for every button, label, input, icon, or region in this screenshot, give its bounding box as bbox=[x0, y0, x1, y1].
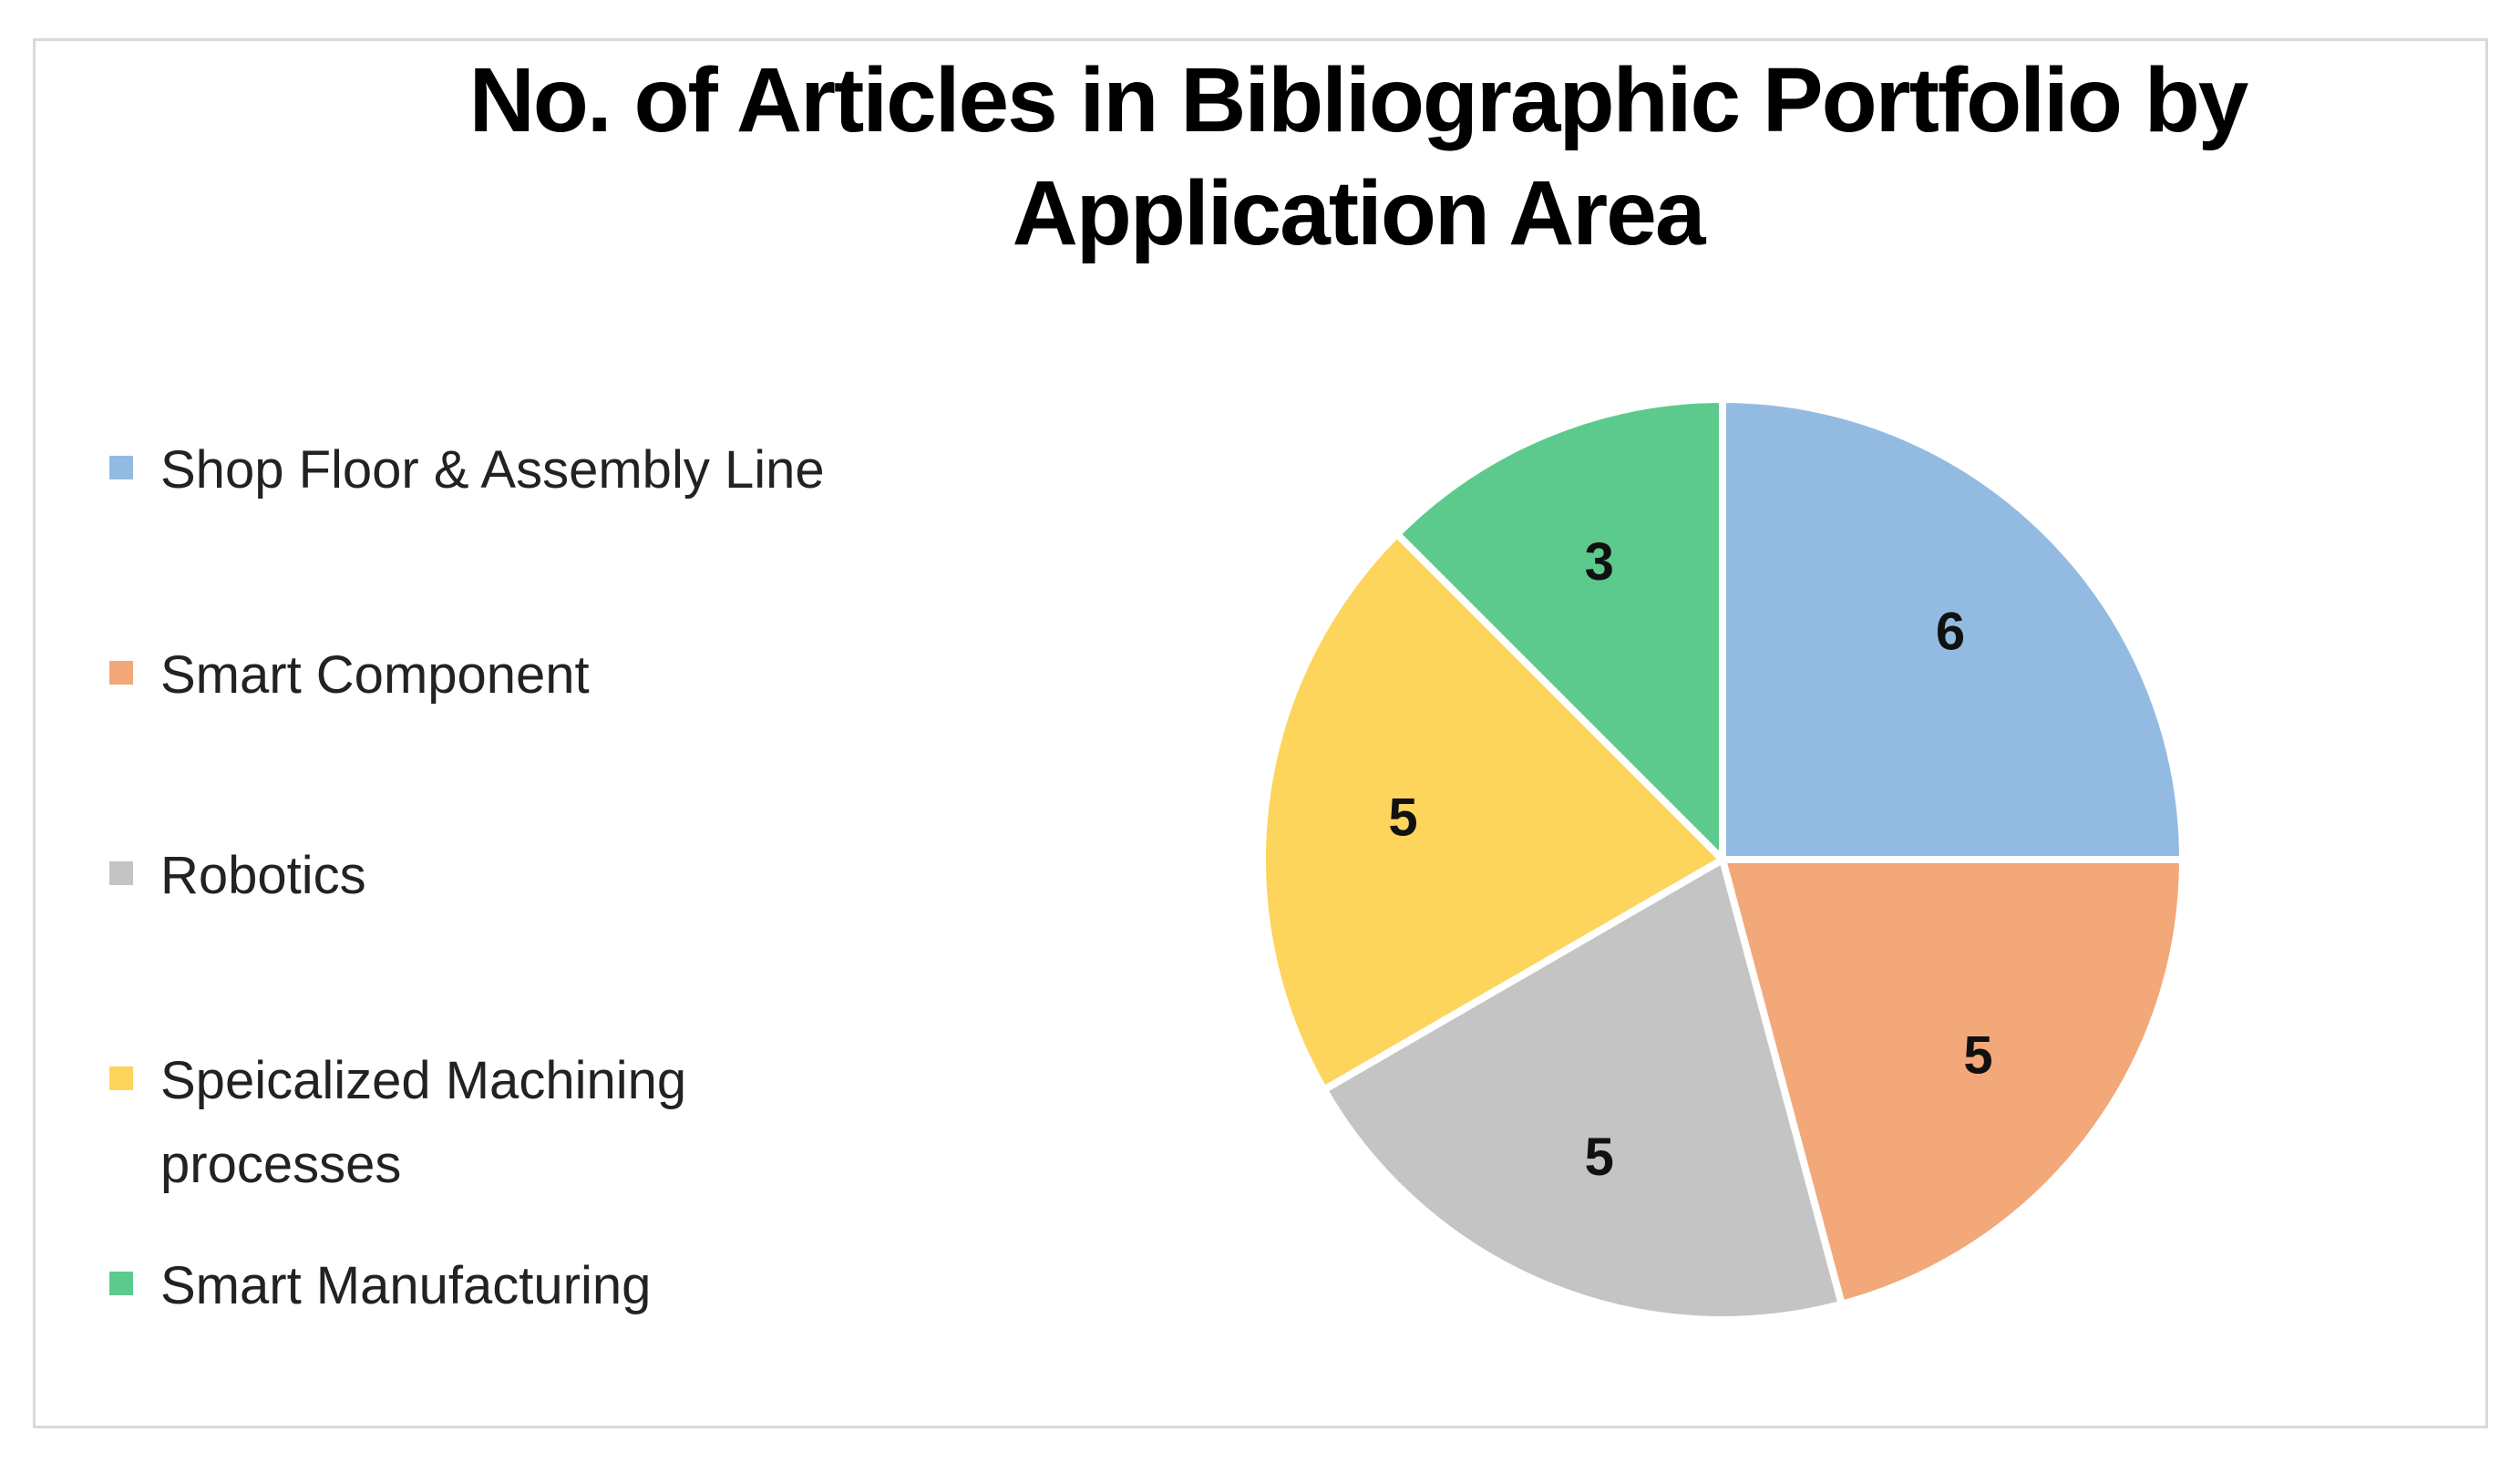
legend-label: Smart Component bbox=[160, 645, 590, 705]
legend-label: Smart Manufacturing bbox=[160, 1256, 652, 1315]
legend-label: Robotics bbox=[160, 846, 366, 905]
legend-swatch bbox=[109, 1066, 133, 1090]
pie-slice-3 bbox=[1259, 530, 1726, 1094]
pie-slice-2 bbox=[1320, 856, 1846, 1324]
pie-data-label-0: 6 bbox=[1936, 603, 1965, 662]
pie-data-label-1: 5 bbox=[1963, 1026, 1992, 1086]
legend-item-machining: Speicalized Machining processes bbox=[109, 1039, 930, 1207]
legend-swatch bbox=[109, 456, 133, 479]
legend-swatch bbox=[109, 1272, 133, 1295]
legend-item-smart-component: Smart Component bbox=[109, 634, 930, 717]
legend-item-smart-manufacturing: Smart Manufacturing bbox=[109, 1244, 930, 1328]
chart-title: No. of Articles in Bibliographic Portfol… bbox=[468, 49, 2249, 264]
pie-slice-0 bbox=[1719, 396, 2186, 863]
legend-label: Speicalized Machining processes bbox=[160, 1051, 687, 1194]
pie-data-label-3: 5 bbox=[1388, 788, 1417, 847]
legend-swatch bbox=[109, 861, 133, 885]
pie-data-label-2: 5 bbox=[1585, 1128, 1614, 1187]
legend-label: Shop Floor & Assembly Line bbox=[160, 440, 825, 500]
legend-item-robotics: Robotics bbox=[109, 834, 930, 918]
pie-slice-1 bbox=[1719, 856, 2186, 1308]
legend-swatch bbox=[109, 661, 133, 685]
legend-item-shop-floor: Shop Floor & Assembly Line bbox=[109, 428, 930, 512]
pie-data-label-4: 3 bbox=[1585, 532, 1614, 592]
pie-slice-4 bbox=[1393, 396, 1726, 863]
